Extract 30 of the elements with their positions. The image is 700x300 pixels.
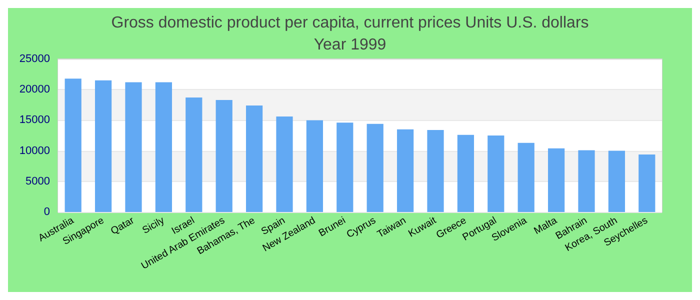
y-tick-label: 25000: [19, 53, 50, 65]
x-tick-label: Sicily: [140, 215, 166, 236]
y-tick-label: 20000: [19, 84, 50, 96]
y-tick-label: 0: [44, 206, 50, 218]
bar: [608, 150, 626, 212]
bar: [336, 122, 354, 212]
bar: [246, 106, 263, 212]
bar: [578, 150, 595, 212]
bar: [306, 120, 324, 212]
chart-title: Gross domestic product per capita, current prices Units U.S. dollars: [111, 14, 589, 32]
x-tick-label: Qatar: [109, 214, 137, 238]
chart-subtitle: Year 1999: [314, 36, 386, 54]
bar: [155, 82, 172, 212]
bar: [276, 116, 293, 212]
bar: [94, 80, 112, 212]
bar: [457, 134, 474, 212]
bar: [548, 148, 565, 212]
bar: [638, 154, 656, 212]
bar: [427, 130, 444, 212]
bar: [216, 100, 232, 212]
bar: [518, 142, 534, 212]
bar: [366, 124, 384, 212]
y-tick-label: 15000: [19, 114, 50, 126]
bar: [186, 98, 202, 212]
bar: [396, 129, 414, 212]
y-tick-label: 5000: [26, 175, 50, 188]
bar: [488, 136, 504, 212]
bar: [64, 78, 82, 212]
bar: [125, 82, 142, 212]
y-tick-label: 10000: [19, 144, 50, 157]
